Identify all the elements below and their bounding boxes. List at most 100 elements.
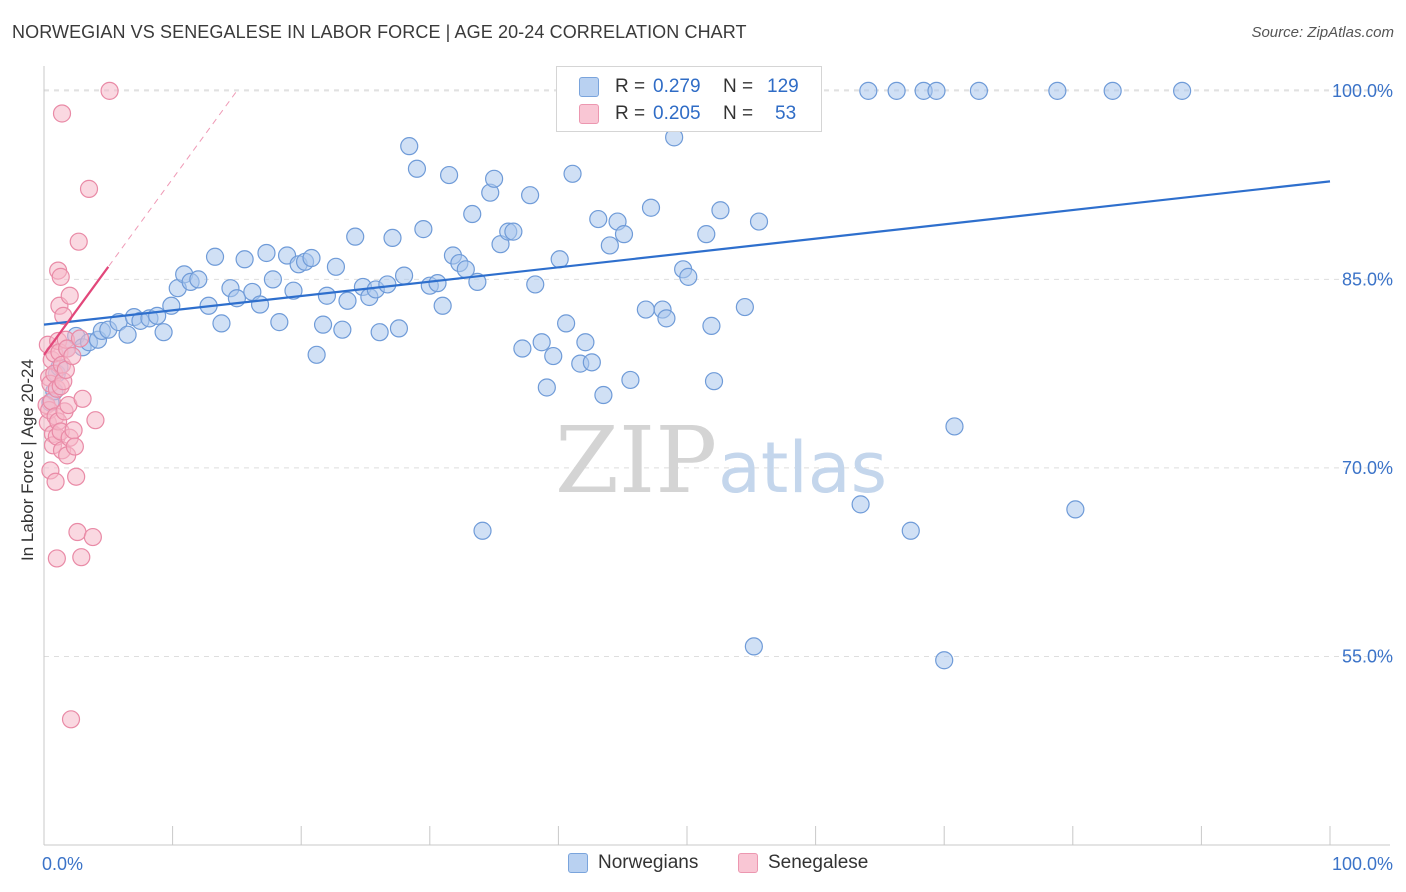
senegalese-point [51, 267, 70, 286]
x-tick-label: 100.0% [1332, 854, 1393, 874]
senegalese-point [73, 389, 92, 408]
senegalese-point [61, 710, 81, 729]
norwegian-point [927, 81, 946, 100]
senegalese-point [60, 286, 79, 305]
senegalese-point [65, 437, 84, 456]
norwegian-point [307, 345, 326, 364]
axes-layer [43, 66, 1390, 846]
norwegian-point [235, 250, 254, 269]
norwegian-point [749, 212, 769, 231]
norwegian-point [636, 300, 655, 319]
senegalese-point [67, 467, 86, 486]
legend-swatch-senegalese [738, 853, 758, 873]
norwegian-point [389, 319, 409, 338]
norwegian-point [697, 225, 716, 244]
norwegian-point [370, 323, 389, 342]
norwegian-point [338, 291, 357, 310]
legend-n-value: 129 [767, 76, 799, 97]
norwegian-point [473, 521, 492, 540]
norwegian-point [582, 353, 601, 372]
norwegian-point [428, 274, 447, 293]
norwegian-point [594, 385, 613, 405]
watermark-atlas: atlas [718, 427, 887, 509]
source-label: Source: ZipAtlas.com [1251, 24, 1394, 41]
norwegian-point [400, 137, 419, 156]
norwegian-point [969, 81, 989, 100]
trend-line-norwegians [43, 180, 1331, 326]
points-layer [37, 81, 1192, 729]
norwegian-point [394, 266, 414, 285]
norwegian-point [439, 165, 459, 185]
norwegian-point [532, 333, 551, 352]
norwegian-point [589, 209, 608, 229]
norwegian-point [744, 637, 763, 656]
watermark-zip: ZIP [555, 407, 717, 514]
norwegian-point [148, 306, 167, 325]
norwegian-point [557, 314, 576, 333]
norwegian-point [333, 320, 352, 339]
norwegian-point [313, 315, 333, 334]
tick-label-layer: 100.0% 85.0% 70.0% 55.0% 0.0% 100.0% [42, 81, 1393, 874]
norwegian-point [600, 236, 619, 255]
legend-label-norwegians: Norwegians [598, 852, 699, 873]
watermark: ZIP atlas [555, 407, 887, 514]
norwegian-point [414, 220, 433, 239]
norwegian-point [485, 169, 504, 188]
norwegian-point [614, 225, 634, 244]
legend-r-value: 0.205 [653, 103, 701, 124]
legend-item-senegalese: Senegalese [738, 852, 868, 874]
norwegian-point [263, 270, 283, 289]
norwegian-point [378, 275, 397, 294]
legend-swatch-norwegians [568, 853, 588, 873]
y-axis-label: In Labor Force | Age 20-24 [18, 359, 37, 561]
legend-n-label: N = [723, 76, 754, 97]
norwegian-point [657, 309, 676, 328]
norwegian-point [463, 204, 482, 224]
norwegian-point [711, 201, 730, 220]
senegalese-point [69, 232, 88, 251]
norwegian-point [1048, 81, 1067, 100]
norwegian-point [1066, 500, 1085, 519]
senegalese-point [63, 346, 82, 366]
norwegian-point [935, 651, 954, 670]
legend-item-norwegians: Norwegians [568, 852, 698, 874]
senegalese-point [72, 548, 91, 567]
norwegian-point [212, 314, 231, 333]
norwegian-point [504, 222, 523, 241]
chart-title: NORWEGIAN VS SENEGALESE IN LABOR FORCE |… [12, 22, 747, 42]
legend-r-label: R = [615, 103, 646, 124]
senegalese-point [70, 329, 90, 348]
norwegian-point [433, 296, 452, 315]
senegalese-point [52, 104, 72, 123]
senegalese-point [64, 421, 83, 440]
norwegian-point [118, 325, 137, 344]
norwegian-point [205, 247, 225, 266]
senegalese-point [100, 81, 119, 100]
norwegian-point [945, 417, 964, 436]
y-tick-label: 70.0% [1342, 458, 1393, 478]
senegalese-point [46, 472, 65, 491]
norwegian-point [887, 81, 906, 100]
norwegian-point [521, 186, 540, 205]
senegalese-point [68, 522, 87, 542]
legend-swatch-norwegians [579, 77, 599, 97]
legend-swatch-senegalese [579, 104, 599, 124]
norwegian-point [154, 323, 173, 342]
norwegian-point [704, 372, 724, 391]
norwegian-point [270, 313, 289, 332]
norwegian-point [735, 297, 754, 317]
norwegian-point [1173, 81, 1192, 100]
norwegian-point [621, 370, 640, 390]
correlation-legend: R = 0.279 N = 129 R = 0.205 N = 53 [556, 66, 822, 132]
norwegian-point [679, 267, 698, 286]
trend-layer [43, 90, 1331, 356]
norwegian-point [284, 281, 303, 300]
norwegian-point [189, 270, 208, 289]
legend-n-label: N = [723, 103, 754, 124]
legend-row-norwegians: R = 0.279 N = 129 [579, 74, 799, 100]
senegalese-point [47, 549, 66, 568]
norwegian-point [513, 339, 532, 358]
norwegian-point [326, 257, 346, 276]
legend-n-value: 53 [775, 103, 797, 124]
